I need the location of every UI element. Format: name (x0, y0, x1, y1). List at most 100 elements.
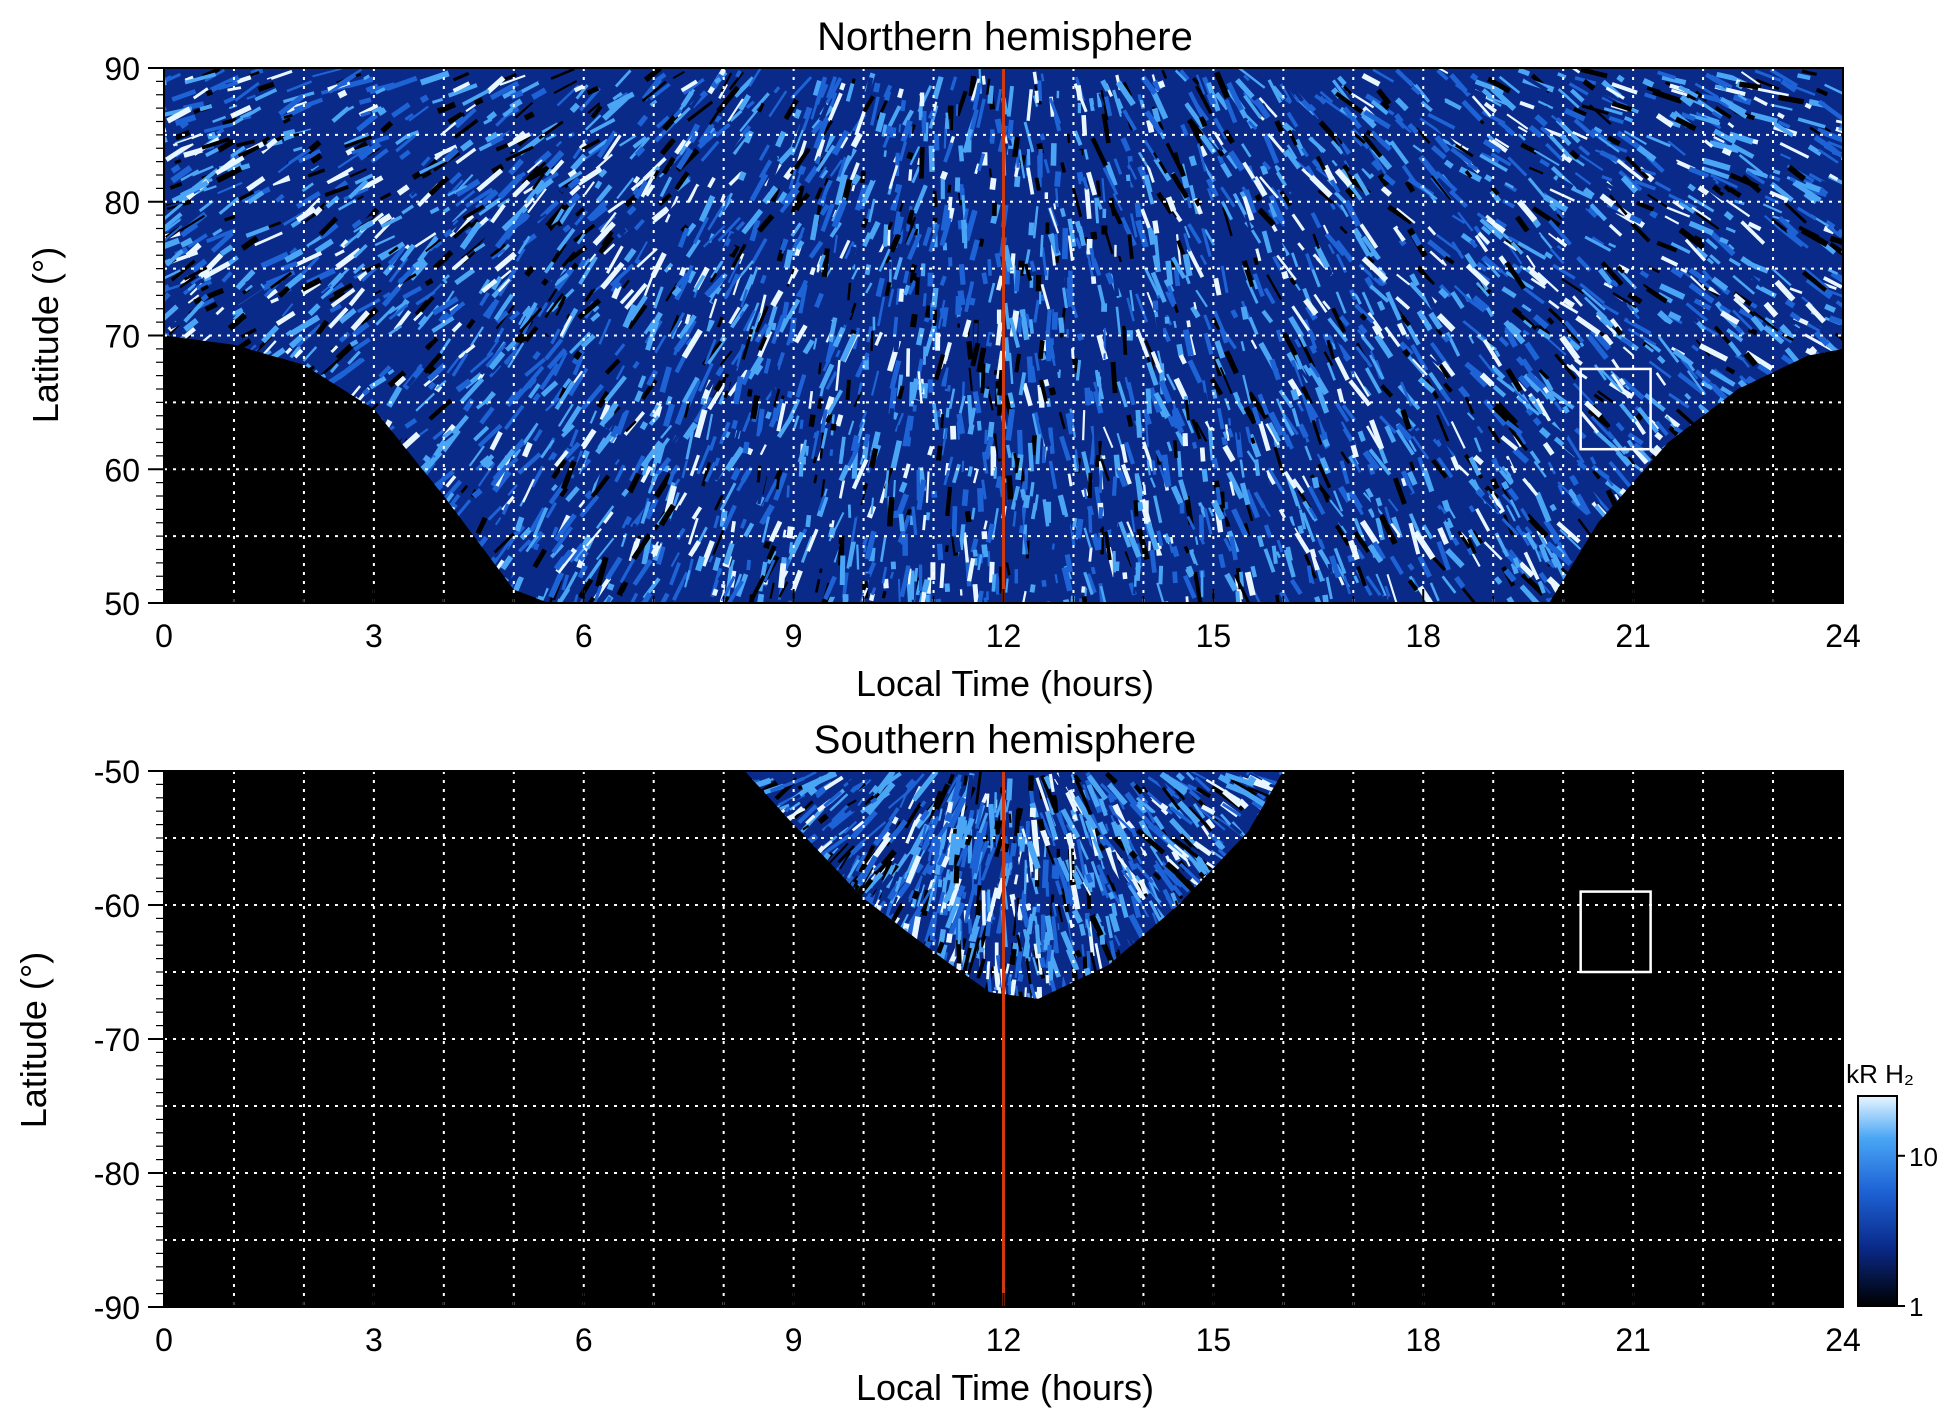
emission-streak (808, 414, 816, 428)
emission-streak (1675, 315, 1699, 342)
emission-streak (884, 255, 892, 264)
emission-streak (845, 82, 855, 102)
emission-streak (715, 366, 725, 377)
emission-streak (1314, 596, 1328, 603)
emission-streak (1244, 214, 1254, 235)
emission-streak (1436, 414, 1450, 442)
emission-streak (604, 375, 627, 403)
emission-streak (1670, 180, 1700, 199)
emission-streak (1391, 214, 1408, 229)
emission-streak (698, 194, 716, 223)
emission-streak (701, 461, 711, 487)
emission-streak (452, 81, 471, 93)
emission-streak (973, 557, 979, 566)
emission-streak (1407, 579, 1419, 592)
emission-streak (619, 555, 637, 584)
emission-streak (1750, 302, 1758, 309)
emission-streak (1465, 296, 1486, 313)
emission-streak (749, 219, 761, 242)
emission-streak (1297, 423, 1312, 444)
emission-streak (1213, 117, 1229, 140)
emission-streak (820, 203, 835, 232)
emission-streak (1030, 435, 1037, 456)
emission-streak (447, 111, 464, 125)
emission-streak (713, 515, 720, 529)
emission-streak (531, 87, 547, 100)
emission-streak (195, 279, 213, 291)
emission-streak (1468, 505, 1476, 513)
emission-streak (783, 249, 794, 269)
emission-streak (845, 566, 854, 598)
emission-streak (1122, 241, 1135, 268)
emission-streak (418, 158, 447, 175)
emission-streak (944, 583, 951, 592)
emission-streak (778, 516, 787, 542)
emission-streak (816, 495, 829, 518)
emission-streak (894, 412, 904, 433)
emission-streak (716, 85, 740, 114)
emission-streak (242, 116, 252, 120)
emission-streak (1784, 298, 1796, 309)
emission-streak (1137, 94, 1142, 102)
emission-streak (1771, 267, 1792, 287)
emission-streak (1579, 282, 1606, 305)
emission-streak (1684, 392, 1692, 400)
emission-streak (777, 191, 788, 204)
emission-streak (889, 571, 895, 579)
emission-streak (302, 346, 318, 362)
emission-streak (790, 76, 813, 100)
emission-streak (1542, 441, 1555, 456)
emission-streak (1777, 120, 1791, 129)
emission-streak (347, 350, 361, 365)
emission-streak (1636, 406, 1659, 434)
emission-streak (1804, 102, 1812, 110)
emission-streak (1203, 228, 1216, 246)
emission-streak (1143, 174, 1156, 205)
emission-streak (459, 139, 474, 152)
emission-streak (1226, 471, 1245, 500)
emission-streak (1840, 567, 1843, 586)
emission-streak (295, 190, 321, 209)
emission-streak (1394, 117, 1412, 135)
emission-streak (222, 117, 238, 126)
emission-streak (922, 514, 927, 531)
emission-streak (513, 447, 522, 458)
emission-streak (944, 384, 951, 392)
emission-streak (184, 72, 217, 85)
emission-streak (1556, 507, 1577, 528)
emission-streak (1039, 234, 1044, 257)
emission-streak (1353, 517, 1366, 543)
emission-streak (523, 111, 535, 121)
emission-streak (1034, 90, 1040, 104)
emission-streak (1466, 162, 1479, 172)
emission-streak (1186, 339, 1191, 346)
emission-streak (1565, 363, 1588, 380)
emission-streak (1657, 70, 1677, 80)
emission-streak (1192, 482, 1206, 507)
emission-streak (1476, 261, 1488, 272)
emission-streak (521, 422, 540, 446)
emission-streak (1524, 526, 1533, 535)
emission-streak (1246, 450, 1258, 466)
emission-streak (1131, 428, 1138, 444)
emission-streak (1355, 290, 1366, 304)
emission-streak (1396, 273, 1411, 286)
emission-streak (1517, 241, 1547, 260)
emission-streak (1197, 501, 1208, 518)
emission-streak (1126, 169, 1143, 199)
emission-streak (422, 255, 443, 271)
emission-streak (1537, 323, 1551, 337)
emission-streak (518, 335, 528, 344)
emission-streak (1622, 346, 1635, 357)
emission-streak (706, 413, 714, 441)
emission-streak (992, 359, 1000, 371)
emission-streak (427, 381, 437, 390)
emission-streak (603, 243, 616, 255)
emission-streak (1426, 414, 1439, 441)
emission-streak (1449, 73, 1472, 97)
emission-streak (1785, 228, 1796, 238)
emission-streak (817, 572, 823, 580)
emission-streak (565, 486, 580, 503)
emission-streak (1334, 356, 1350, 381)
emission-streak (1226, 154, 1239, 170)
